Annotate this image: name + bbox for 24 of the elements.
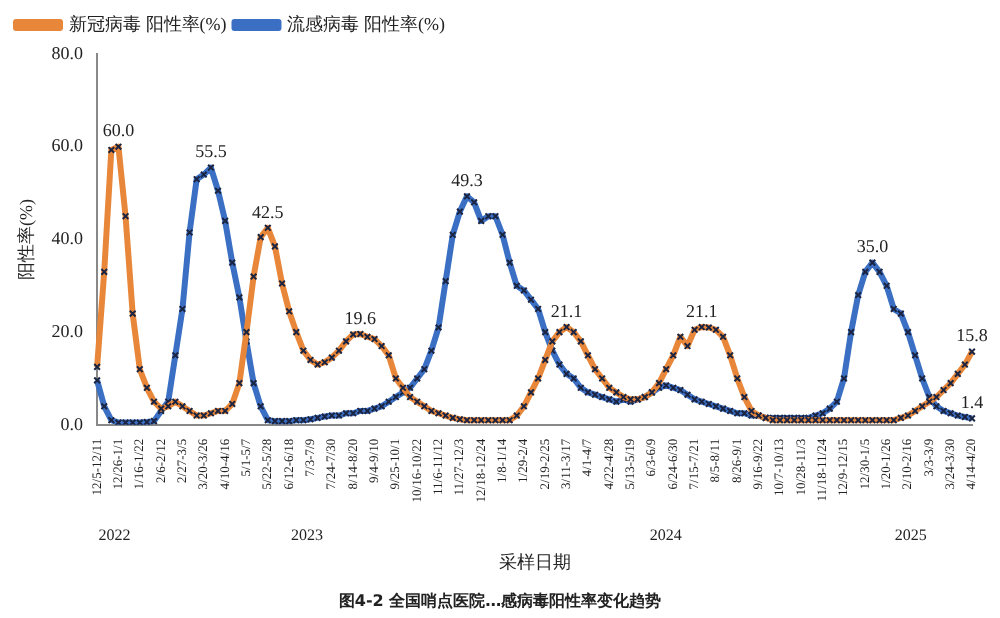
y-tick-label: 0.0 xyxy=(60,413,85,434)
x-axis-title: 采样日期 xyxy=(498,551,571,572)
legend-label: 流感病毒 阳性率(%) xyxy=(287,13,445,34)
data-label: 21.1 xyxy=(685,300,718,321)
data-label: 19.6 xyxy=(344,307,378,328)
y-tick-label: 60.0 xyxy=(51,135,85,156)
data-label: 15.8 xyxy=(956,325,989,346)
text: 2025 xyxy=(894,526,927,545)
legend-label: 新冠病毒 阳性率(%) xyxy=(69,13,227,34)
data-label: 55.5 xyxy=(195,141,228,162)
text: 2024 xyxy=(649,526,682,545)
data-label: 49.3 xyxy=(451,170,484,191)
y-tick-label: 80.0 xyxy=(51,42,85,63)
data-label: 42.5 xyxy=(252,201,285,222)
data-label: 60.0 xyxy=(102,120,136,141)
text: 2022 xyxy=(98,526,131,545)
y-axis-title: 阳性率(%) xyxy=(15,198,36,280)
data-label: 21.1 xyxy=(550,300,583,321)
caption: 图4-2 全国哨点医院…感病毒阳性率变化趋势 xyxy=(338,590,662,611)
data-label: 1.4 xyxy=(960,392,985,413)
data-label: 35.0 xyxy=(856,236,890,257)
y-tick-label: 40.0 xyxy=(51,228,85,249)
text: 2023 xyxy=(291,526,324,545)
y-tick-label: 20.0 xyxy=(51,320,85,341)
